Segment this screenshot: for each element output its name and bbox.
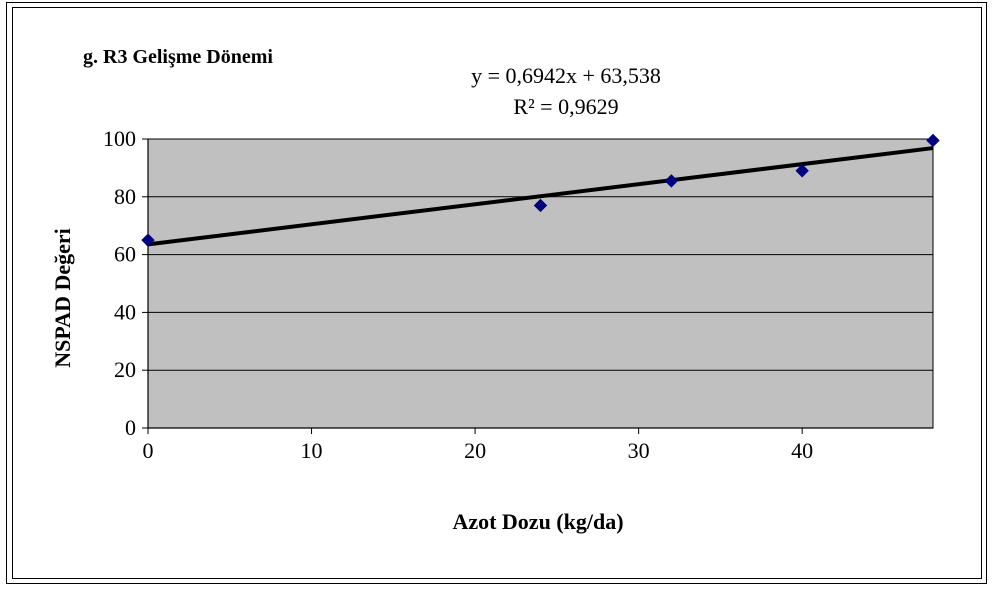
- data-point: [926, 133, 940, 148]
- trendline-r-squared: R² = 0,9629: [513, 94, 618, 119]
- plot-area: [147, 138, 934, 429]
- data-point: [533, 198, 548, 213]
- x-tick-label: 10: [301, 438, 323, 463]
- axes: [142, 138, 933, 434]
- x-tick-label: 30: [628, 438, 650, 463]
- trendline-equation: y = 0,6942x + 63,538: [471, 63, 661, 88]
- chart-inner-frame: [12, 7, 982, 579]
- y-tick-label: 40: [114, 299, 136, 324]
- data-points: [141, 133, 940, 247]
- x-tick-labels: 0 10 20 30 40: [143, 438, 814, 463]
- y-tick-label: 100: [103, 126, 136, 151]
- y-tick-label: 60: [114, 242, 136, 267]
- y-tick-label: 0: [125, 415, 136, 440]
- x-tick-label: 40: [791, 438, 813, 463]
- data-point: [664, 174, 679, 188]
- y-tick-label: 80: [114, 184, 136, 209]
- x-axis-label: Azot Dozu (kg/da): [452, 509, 623, 534]
- x-tick-label: 0: [143, 438, 154, 463]
- y-tick-labels: 0 20 40 60 80 100: [103, 126, 136, 440]
- y-tick-label: 20: [114, 357, 136, 382]
- chart-title: g. R3 Gelişme Dönemi: [83, 46, 273, 68]
- data-point: [795, 164, 809, 178]
- y-axis-label: NSPAD Değeri: [50, 228, 75, 368]
- x-tick-label: 20: [464, 438, 486, 463]
- data-point: [141, 233, 155, 247]
